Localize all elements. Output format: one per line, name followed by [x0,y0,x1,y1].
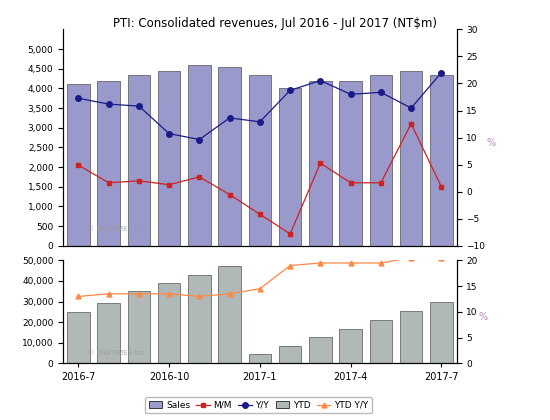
Bar [370,75,392,246]
Bar [188,65,211,246]
Bar [309,338,332,363]
Bar [188,275,211,363]
Bar [218,265,241,363]
Bar [430,302,453,363]
Text: © DIGITIMES Inc.: © DIGITIMES Inc. [87,226,147,231]
Legend: Sales, M/M, Y/Y, YTD, YTD Y/Y: Sales, M/M, Y/Y, YTD, YTD Y/Y [145,397,372,413]
Y-axis label: %: % [486,138,496,147]
Bar [400,71,422,246]
Bar [400,311,422,363]
Y-axis label: %: % [478,312,488,322]
Bar [279,346,301,363]
Bar [97,81,120,246]
Text: PTI: Consolidated revenues, Jul 2016 - Jul 2017 (NT$m): PTI: Consolidated revenues, Jul 2016 - J… [113,17,437,30]
Bar [249,75,271,246]
Bar [339,329,362,363]
Bar [279,88,301,246]
Bar [370,320,392,363]
Bar [67,84,90,246]
Bar [158,283,180,363]
Bar [339,81,362,246]
Bar [309,81,332,246]
Bar [128,291,150,363]
Bar [430,75,453,246]
Bar [249,354,271,363]
Text: © DIGITIMES Inc.: © DIGITIMES Inc. [87,350,147,356]
Bar [97,302,120,363]
Bar [158,71,180,246]
Bar [67,312,90,363]
Bar [128,75,150,246]
Bar [218,67,241,246]
